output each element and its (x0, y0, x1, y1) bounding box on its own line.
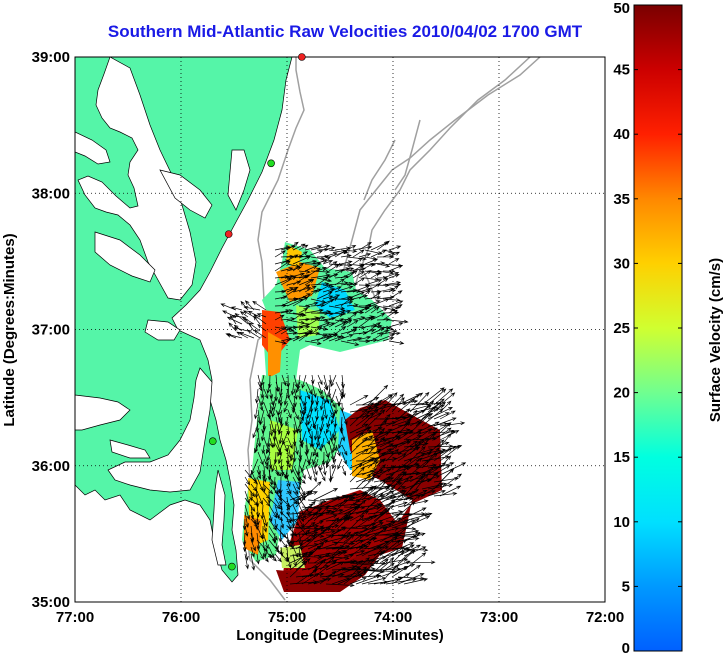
station-marker (267, 159, 275, 168)
colorbar-tick-label: 15 (613, 449, 630, 466)
colorbar-label: Surface Velocity (cm/s) (707, 258, 724, 422)
y-tick-label: 36:00 (32, 458, 70, 475)
water-bays (75, 57, 251, 566)
x-axis-label: Longitude (Degrees:Minutes) (236, 627, 444, 644)
colorbar-tick-label: 0 (622, 640, 630, 657)
colorbar-tick-label: 40 (613, 126, 630, 143)
y-tick-label: 35:00 (32, 594, 70, 611)
colorbar-tick-label: 35 (613, 191, 630, 208)
y-tick-label: 38:00 (32, 185, 70, 202)
colorbar-tick-label: 30 (613, 255, 630, 272)
radar-stations (209, 53, 306, 571)
y-axis-label: Latitude (Degrees:Minutes) (1, 233, 18, 426)
colorbar (633, 4, 683, 652)
y-tick-label: 37:00 (32, 322, 70, 339)
velocity-vectors (220, 240, 467, 588)
colorbar-tick-label: 10 (613, 514, 630, 531)
colorbar-tick-label: 20 (613, 385, 630, 402)
x-tick-label: 75:00 (268, 609, 306, 626)
station-marker (224, 230, 233, 238)
plot-title: Southern Mid-Atlantic Raw Velocities 201… (107, 22, 583, 41)
station-marker (209, 437, 217, 446)
plot-frame (74, 56, 606, 603)
colorbar-tick-label: 5 (622, 578, 630, 595)
grid-lines (75, 57, 605, 602)
colorbar-tick-label: 50 (613, 0, 630, 17)
x-tick-label: 76:00 (162, 609, 200, 626)
x-tick-label: 77:00 (56, 609, 94, 626)
x-tick-label: 73:00 (480, 609, 518, 626)
station-marker (228, 562, 236, 571)
x-tick-label: 72:00 (586, 609, 624, 626)
station-marker (298, 53, 306, 61)
x-tick-label: 74:00 (374, 609, 412, 626)
colorbar-tick-label: 45 (613, 62, 630, 79)
y-tick-label: 39:00 (32, 49, 70, 66)
colorbar-tick-label: 25 (613, 320, 630, 337)
